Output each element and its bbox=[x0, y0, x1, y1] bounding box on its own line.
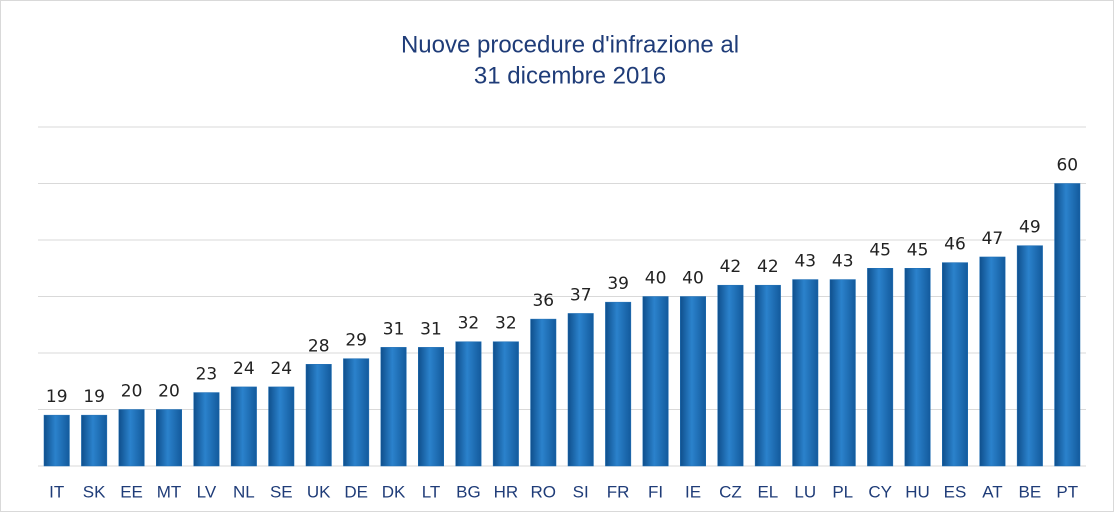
x-tick-label: IE bbox=[685, 482, 701, 501]
data-label: 31 bbox=[383, 319, 405, 339]
x-tick-label: PT bbox=[1056, 482, 1078, 501]
data-label: 19 bbox=[46, 387, 68, 407]
bar bbox=[492, 341, 519, 467]
data-label: 40 bbox=[682, 269, 704, 289]
x-tick-label: AT bbox=[982, 482, 1002, 501]
chart-title: 31 dicembre 2016 bbox=[474, 62, 666, 89]
bar bbox=[754, 284, 781, 467]
data-label: 47 bbox=[982, 229, 1004, 249]
x-tick-label: LV bbox=[197, 482, 217, 501]
bar bbox=[230, 386, 257, 467]
data-label: 46 bbox=[944, 235, 966, 255]
bar bbox=[829, 279, 856, 467]
data-label: 19 bbox=[83, 387, 105, 407]
x-tick-label: LU bbox=[794, 482, 816, 501]
x-tick-label: BG bbox=[456, 482, 481, 501]
bar bbox=[1054, 183, 1081, 467]
bar bbox=[81, 414, 108, 467]
x-tick-label: PL bbox=[832, 482, 853, 501]
x-tick-label: HU bbox=[905, 482, 930, 501]
bar bbox=[904, 268, 931, 467]
bar bbox=[455, 341, 482, 467]
bar bbox=[680, 296, 706, 467]
bar bbox=[305, 364, 332, 467]
x-tick-label: FI bbox=[648, 482, 663, 501]
data-label: 20 bbox=[121, 382, 143, 402]
x-tick-label: FR bbox=[607, 482, 630, 501]
data-label: 23 bbox=[196, 365, 218, 385]
bar bbox=[418, 347, 444, 467]
x-tick-label: HR bbox=[494, 482, 519, 501]
bar bbox=[942, 262, 968, 467]
bar bbox=[43, 414, 70, 467]
x-tick-label: IT bbox=[49, 482, 64, 501]
x-tick-label: CZ bbox=[719, 482, 742, 501]
x-tick-label: LT bbox=[422, 482, 441, 501]
x-tick-label: SI bbox=[573, 482, 589, 501]
data-label: 28 bbox=[308, 336, 330, 356]
bar bbox=[792, 279, 819, 467]
chart-title: Nuove procedure d'infrazione al bbox=[401, 31, 739, 58]
x-tick-label: SE bbox=[270, 482, 293, 501]
data-label: 45 bbox=[907, 240, 929, 260]
data-label: 31 bbox=[420, 319, 442, 339]
x-tick-label: NL bbox=[233, 482, 255, 501]
bar bbox=[268, 386, 295, 467]
x-tick-label: UK bbox=[307, 482, 331, 501]
x-tick-label: DK bbox=[382, 482, 406, 501]
bar bbox=[979, 256, 1006, 467]
data-label: 32 bbox=[495, 314, 517, 334]
x-tick-label: BE bbox=[1019, 482, 1042, 501]
x-tick-label: EL bbox=[757, 482, 778, 501]
data-label: 40 bbox=[645, 269, 667, 289]
bar bbox=[567, 313, 594, 467]
bar bbox=[605, 301, 632, 467]
data-label: 32 bbox=[458, 314, 480, 334]
data-label: 60 bbox=[1056, 156, 1078, 176]
data-label: 29 bbox=[345, 331, 367, 351]
bar bbox=[380, 347, 407, 467]
bar bbox=[867, 268, 894, 467]
data-label: 24 bbox=[233, 359, 255, 379]
bar bbox=[193, 392, 220, 467]
bar bbox=[118, 409, 145, 467]
data-label: 43 bbox=[794, 252, 816, 272]
x-tick-label: MT bbox=[157, 482, 182, 501]
data-label: 39 bbox=[607, 274, 629, 294]
x-tick-label: RO bbox=[531, 482, 557, 501]
data-label: 20 bbox=[158, 382, 180, 402]
x-tick-label: CY bbox=[868, 482, 892, 501]
bar bbox=[717, 284, 744, 467]
data-label: 24 bbox=[270, 359, 292, 379]
x-tick-label: ES bbox=[944, 482, 967, 501]
bar bbox=[642, 296, 669, 467]
bar bbox=[343, 358, 370, 467]
data-label: 42 bbox=[720, 257, 742, 277]
data-label: 45 bbox=[869, 240, 891, 260]
data-label: 37 bbox=[570, 285, 592, 305]
data-label: 43 bbox=[832, 252, 854, 272]
bar bbox=[156, 409, 182, 467]
bar bbox=[1016, 245, 1043, 467]
data-label: 42 bbox=[757, 257, 779, 277]
x-tick-label: SK bbox=[83, 482, 106, 501]
x-tick-label: DE bbox=[344, 482, 368, 501]
data-label: 36 bbox=[532, 291, 554, 311]
data-label: 49 bbox=[1019, 218, 1041, 238]
x-tick-label: EE bbox=[120, 482, 143, 501]
bar bbox=[530, 318, 557, 467]
